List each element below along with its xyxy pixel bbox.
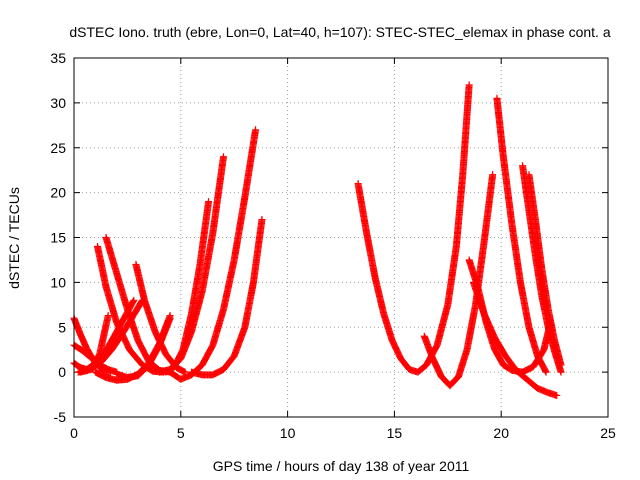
- y-axis-label: dSTEC / TECUs: [6, 187, 22, 289]
- series-5: [93, 242, 168, 376]
- data-point: [557, 368, 565, 376]
- y-tick-label: -5: [54, 409, 67, 425]
- series-18: [493, 94, 550, 376]
- x-tick-label: 20: [493, 425, 509, 441]
- data-point: [465, 81, 473, 89]
- data-point: [258, 216, 266, 224]
- data-point: [220, 153, 228, 161]
- x-tick-label: 15: [387, 425, 403, 441]
- x-tick-labels: 0 5 10 15 20 25: [70, 425, 616, 441]
- data-point: [166, 314, 174, 322]
- data-point: [252, 126, 260, 134]
- data-point: [489, 171, 497, 179]
- y-tick-label: 25: [50, 140, 66, 156]
- data-points: [70, 81, 565, 399]
- data-point: [542, 368, 550, 376]
- x-tick-label: 0: [70, 425, 78, 441]
- y-tick-label: 30: [50, 95, 66, 111]
- data-point: [130, 296, 138, 304]
- plot-frame: [73, 57, 609, 418]
- x-tick-label: 5: [177, 425, 185, 441]
- y-tick-label: 35: [50, 50, 66, 66]
- x-axis-label: GPS time / hours of day 138 of year 2011: [213, 458, 470, 474]
- y-tick-label: 5: [58, 319, 66, 335]
- y-tick-label: 20: [50, 185, 66, 201]
- chart-title: dSTEC Iono. truth (ebre, Lon=0, Lat=40, …: [69, 24, 610, 40]
- x-tick-label: 10: [280, 425, 296, 441]
- y-tick-labels: -5 0 5 10 15 20 25 30 35: [50, 50, 66, 425]
- series-14: [354, 81, 473, 376]
- x-tick-label: 25: [600, 425, 616, 441]
- series-17: [469, 278, 561, 399]
- data-point: [129, 297, 137, 305]
- y-tick-label: 0: [58, 364, 66, 380]
- y-tick-label: 10: [50, 274, 66, 290]
- series-9: [113, 314, 174, 382]
- series-12: [166, 126, 260, 383]
- series-20: [525, 171, 565, 369]
- data-point: [557, 361, 565, 369]
- y-tick-label: 15: [50, 230, 66, 246]
- data-point: [104, 312, 112, 320]
- data-point: [553, 391, 561, 399]
- data-point: [205, 198, 213, 206]
- series-13: [187, 216, 266, 379]
